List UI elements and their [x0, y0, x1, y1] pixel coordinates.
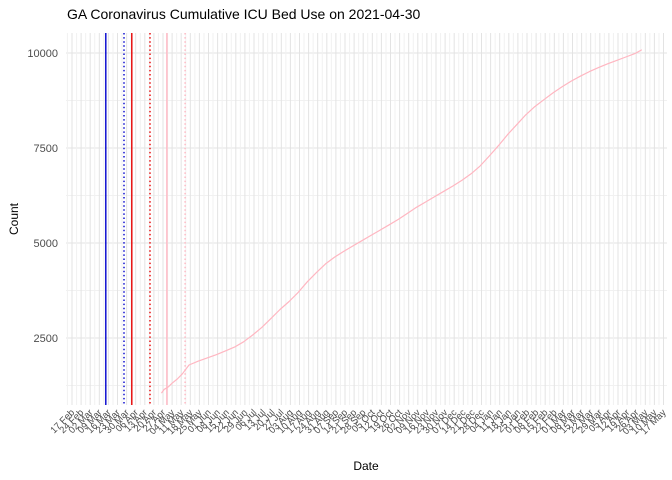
- cumulative-icu-bed-use-curve: [161, 49, 643, 394]
- y-tick-label: 7500: [34, 143, 58, 155]
- x-axis-title: Date: [353, 459, 379, 473]
- y-tick-label: 5000: [34, 238, 58, 250]
- y-axis-title: Count: [7, 202, 21, 236]
- chart-title: GA Coronavirus Cumulative ICU Bed Use on…: [67, 6, 421, 22]
- y-tick-label: 2500: [34, 333, 58, 345]
- y-tick-label: 10000: [27, 48, 58, 60]
